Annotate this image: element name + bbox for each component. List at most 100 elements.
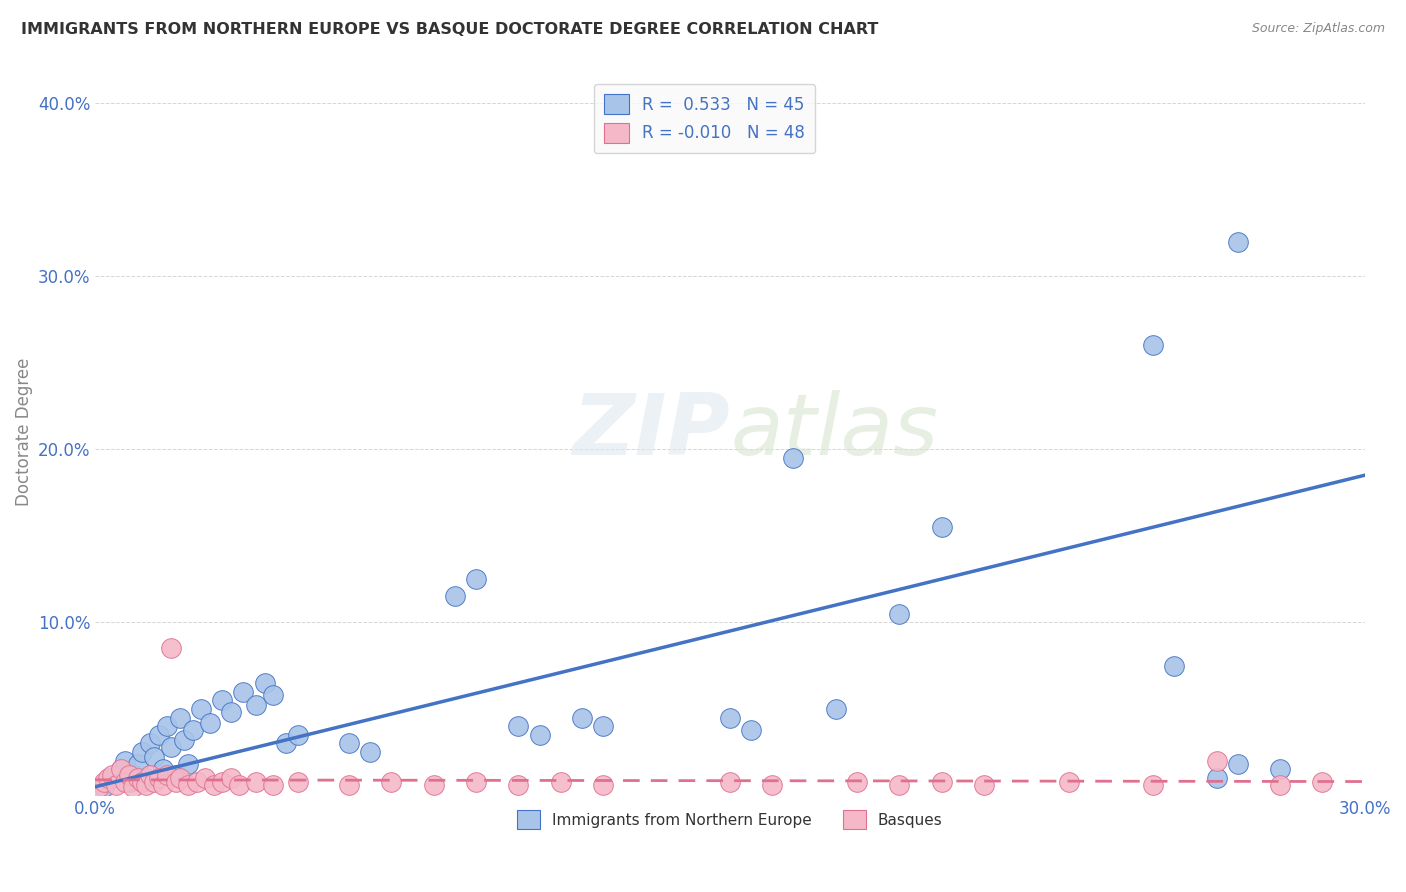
Point bbox=[135, 778, 157, 792]
Point bbox=[152, 778, 174, 792]
Point bbox=[211, 693, 233, 707]
Point bbox=[1268, 778, 1291, 792]
Point bbox=[131, 745, 153, 759]
Point bbox=[740, 723, 762, 737]
Point bbox=[101, 767, 124, 781]
Point bbox=[160, 739, 183, 754]
Point bbox=[287, 728, 309, 742]
Point bbox=[97, 771, 120, 785]
Point bbox=[262, 778, 284, 792]
Point bbox=[1312, 774, 1334, 789]
Text: Source: ZipAtlas.com: Source: ZipAtlas.com bbox=[1251, 22, 1385, 36]
Point bbox=[169, 710, 191, 724]
Point bbox=[127, 757, 149, 772]
Point bbox=[718, 774, 741, 789]
Text: ZIP: ZIP bbox=[572, 391, 730, 474]
Point bbox=[156, 719, 179, 733]
Point bbox=[93, 780, 115, 794]
Point bbox=[186, 774, 208, 789]
Point bbox=[139, 736, 162, 750]
Point bbox=[118, 767, 141, 781]
Point bbox=[245, 698, 267, 713]
Point bbox=[169, 771, 191, 785]
Point bbox=[156, 767, 179, 781]
Point bbox=[550, 774, 572, 789]
Point bbox=[571, 710, 593, 724]
Point bbox=[262, 688, 284, 702]
Point bbox=[190, 702, 212, 716]
Point bbox=[1142, 338, 1164, 352]
Point bbox=[761, 778, 783, 792]
Point bbox=[135, 771, 157, 785]
Point bbox=[148, 728, 170, 742]
Point bbox=[1163, 658, 1185, 673]
Point bbox=[173, 733, 195, 747]
Point bbox=[202, 778, 225, 792]
Point bbox=[1226, 235, 1249, 249]
Point bbox=[160, 641, 183, 656]
Point bbox=[110, 763, 132, 777]
Point bbox=[973, 778, 995, 792]
Point bbox=[219, 771, 242, 785]
Point bbox=[177, 778, 200, 792]
Point bbox=[287, 774, 309, 789]
Point bbox=[232, 684, 254, 698]
Point bbox=[931, 520, 953, 534]
Point bbox=[122, 780, 145, 794]
Point bbox=[148, 771, 170, 785]
Point bbox=[118, 774, 141, 789]
Point bbox=[105, 778, 128, 792]
Point bbox=[152, 763, 174, 777]
Point bbox=[177, 757, 200, 772]
Point bbox=[337, 778, 360, 792]
Point bbox=[131, 774, 153, 789]
Point bbox=[508, 719, 530, 733]
Point bbox=[253, 676, 276, 690]
Point bbox=[1205, 771, 1227, 785]
Point bbox=[89, 780, 111, 794]
Point bbox=[110, 763, 132, 777]
Point bbox=[165, 774, 187, 789]
Point bbox=[1226, 757, 1249, 772]
Point bbox=[274, 736, 297, 750]
Point bbox=[508, 778, 530, 792]
Point bbox=[1057, 774, 1080, 789]
Point bbox=[718, 710, 741, 724]
Point bbox=[122, 767, 145, 781]
Point bbox=[380, 774, 402, 789]
Point bbox=[143, 750, 166, 764]
Y-axis label: Doctorate Degree: Doctorate Degree bbox=[15, 358, 32, 506]
Point bbox=[181, 723, 204, 737]
Point bbox=[219, 706, 242, 720]
Point bbox=[194, 771, 217, 785]
Point bbox=[245, 774, 267, 789]
Point bbox=[592, 778, 614, 792]
Point bbox=[143, 774, 166, 789]
Point bbox=[1142, 778, 1164, 792]
Point bbox=[359, 745, 381, 759]
Point bbox=[444, 590, 467, 604]
Point bbox=[845, 774, 868, 789]
Point bbox=[228, 778, 250, 792]
Text: IMMIGRANTS FROM NORTHERN EUROPE VS BASQUE DOCTORATE DEGREE CORRELATION CHART: IMMIGRANTS FROM NORTHERN EUROPE VS BASQU… bbox=[21, 22, 879, 37]
Point bbox=[889, 607, 911, 621]
Point bbox=[139, 767, 162, 781]
Text: atlas: atlas bbox=[730, 391, 938, 474]
Point bbox=[1205, 754, 1227, 768]
Point bbox=[529, 728, 551, 742]
Point bbox=[1268, 763, 1291, 777]
Point bbox=[198, 715, 221, 730]
Point bbox=[127, 771, 149, 785]
Legend: Immigrants from Northern Europe, Basques: Immigrants from Northern Europe, Basques bbox=[512, 805, 949, 835]
Point bbox=[114, 774, 136, 789]
Point bbox=[101, 771, 124, 785]
Point bbox=[165, 767, 187, 781]
Point bbox=[93, 774, 115, 789]
Point bbox=[465, 572, 488, 586]
Point bbox=[782, 450, 804, 465]
Point bbox=[423, 778, 446, 792]
Point bbox=[931, 774, 953, 789]
Point bbox=[114, 754, 136, 768]
Point bbox=[824, 702, 846, 716]
Point bbox=[592, 719, 614, 733]
